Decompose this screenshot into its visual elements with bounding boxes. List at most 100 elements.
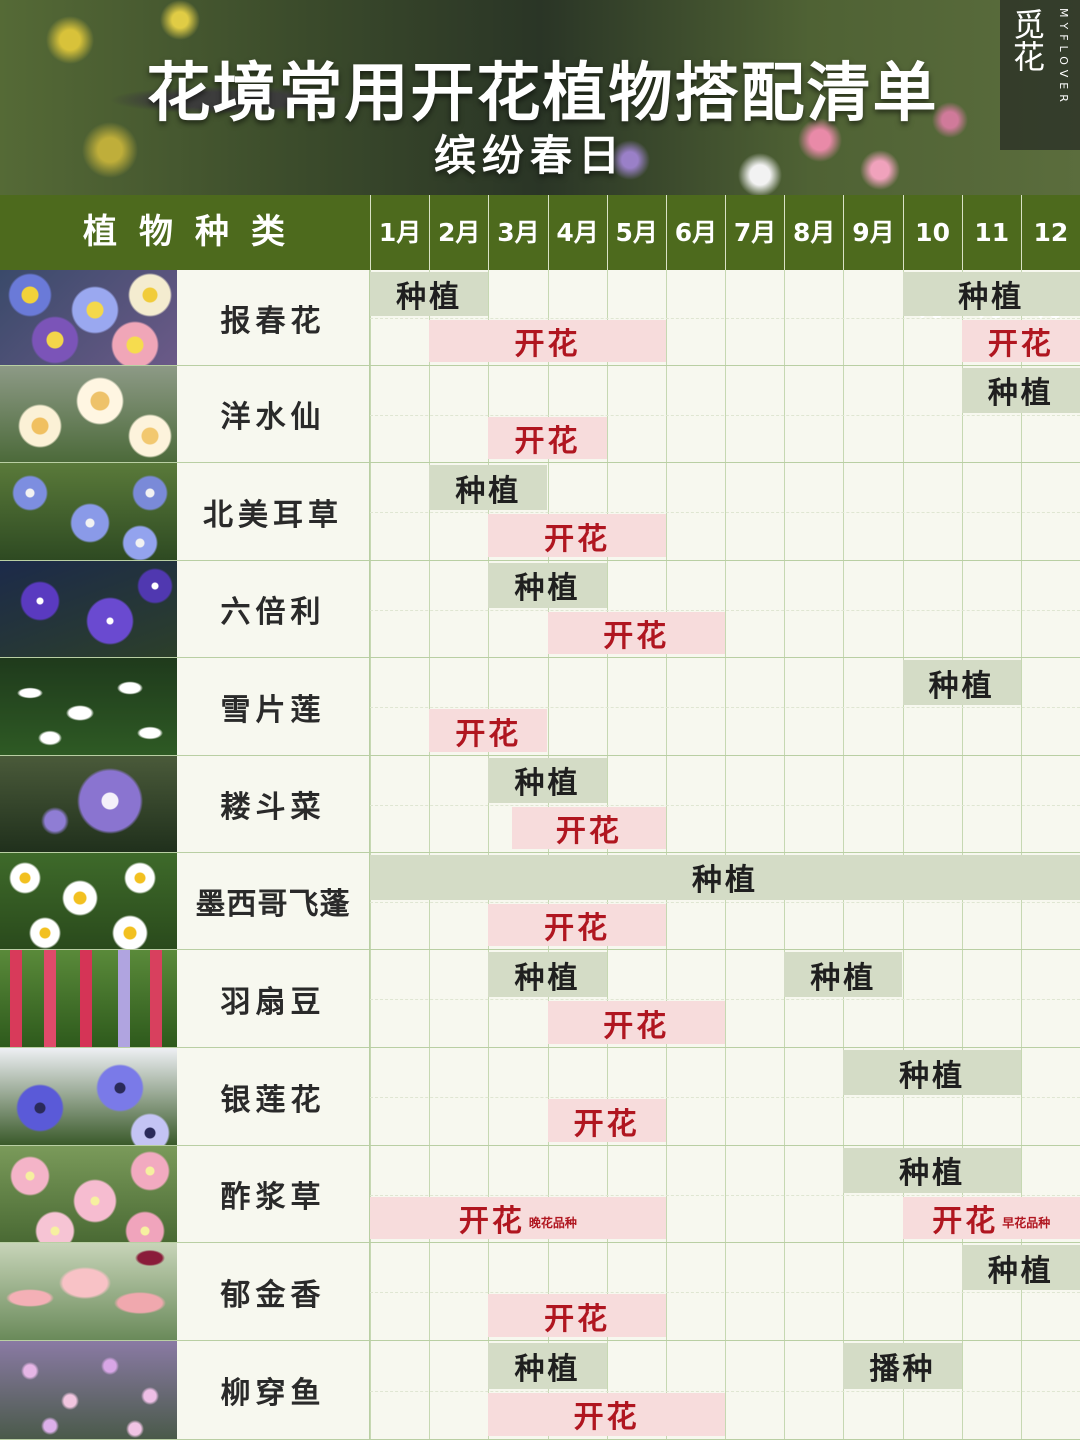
grid-line [961,1341,963,1439]
table-row: 羽扇豆 种植 种植 开花 [0,950,1080,1048]
grid-line [902,561,904,657]
grid-line [961,463,963,560]
grid-line [606,366,608,462]
grid-line [665,270,667,365]
grid-line [961,1146,963,1242]
grid-line [606,950,608,1047]
grid-line [1020,950,1022,1047]
grid-line [725,1146,726,1242]
planting-period-bar: 种植 [902,660,1021,705]
period-label: 开花 [514,327,581,362]
grid-divider [370,901,1080,903]
grid-line [902,1341,904,1439]
table-row: 洋水仙 种植 开花 [0,366,1080,463]
planting-period-bar: 播种 [843,1343,962,1389]
grid-line [1020,463,1022,560]
period-label: 开花 [932,1203,999,1239]
grid-line [1020,756,1022,852]
grid-line [429,270,431,365]
table-header: 植物种类 1月2月3月4月5月6月7月8月9月10月11月12月 [0,195,1080,322]
grid-line [725,853,726,949]
grid-divider [370,1292,1080,1293]
month-header-12: 12月 [1020,195,1080,322]
period-label: 开花 [555,813,622,849]
grid-line [843,658,845,755]
period-label: 种植 [692,863,758,899]
oxalis-photo [0,1146,177,1242]
blooming-period-bar: 开花 [961,320,1080,362]
grid-line [725,366,726,462]
period-label: 开花 [544,521,611,557]
grid-divider [370,414,1080,416]
grid-line [1020,1341,1022,1439]
grid-divider [370,1194,1080,1196]
planting-period-bar: 种植 [488,563,607,608]
table-row: 柳穿鱼 种植 播种 开花 [0,1341,1080,1440]
plant-name: 酢浆草 [177,1146,370,1242]
plant-type-header: 植物种类 [83,212,307,252]
blooming-period-bar: 开花 早花品种 [902,1196,1080,1239]
grid-line [843,463,845,560]
grid-divider [370,1097,1080,1098]
period-label: 种植 [810,960,877,996]
grid-line [488,1341,490,1439]
linaria-photo [0,1341,177,1439]
grid-line [547,1243,549,1340]
anemone-photo [0,1048,177,1145]
grid-line [547,950,549,1047]
grid-line [488,658,490,755]
plant-name: 羽扇豆 [177,950,370,1047]
grid-line [665,1341,667,1439]
grid-line [902,658,904,755]
grid-line [370,853,371,949]
lobelia-photo [0,561,177,657]
grid-line [843,366,845,462]
grid-line [843,1341,845,1439]
grid-line [1020,1243,1022,1340]
daisy-photo [0,853,177,949]
blooming-period-bar: 开花 [488,903,666,946]
grid-line [488,853,490,949]
grid-line [488,463,490,560]
grid-line [843,1243,845,1340]
grid-line [429,1341,431,1439]
month-grid: 种植 开花 [370,756,1080,852]
grid-line [961,853,963,949]
period-label: 种植 [987,376,1054,412]
grid-line [488,1048,490,1145]
plant-name: 雪片莲 [177,658,370,755]
grid-line [784,463,786,560]
grid-line [429,561,431,657]
month-grid: 种植 播种 开花 [370,1341,1080,1439]
grid-line [429,950,431,1047]
month-headers: 1月2月3月4月5月6月7月8月9月10月11月12月 [370,195,1080,322]
month-grid: 种植 开花 [370,366,1080,462]
blooming-period-bar: 开花 [547,1001,725,1044]
month-header-10: 10月 [902,195,962,322]
grid-line [606,561,608,657]
table-row: 墨西哥飞蓬 种植 开花 [0,853,1080,950]
period-label: 开花 [544,1301,611,1337]
grid-line [961,561,963,657]
grid-line [784,1341,786,1439]
page-title: 花境常用开花植物搭配清单 [146,57,939,131]
period-label: 种植 [899,1156,966,1192]
grid-line [902,1243,904,1340]
grid-line [547,1146,549,1242]
grid-line [606,270,608,365]
grid-line [961,1048,963,1145]
month-grid: 种植 开花 [370,853,1080,949]
grid-line [725,1243,726,1340]
planting-period-bar: 种植 [843,1148,1021,1193]
month-header-6: 6月 [665,195,725,270]
grid-line [547,366,549,462]
grid-line [429,1243,431,1340]
grid-line [784,950,786,1047]
grid-line [784,756,786,852]
grid-line [1020,658,1022,755]
grid-line [784,1146,786,1242]
blooming-period-bar: 开花 [488,1294,666,1337]
grid-line [665,950,667,1047]
grid-line [784,561,786,657]
lupine-photo [0,950,177,1047]
